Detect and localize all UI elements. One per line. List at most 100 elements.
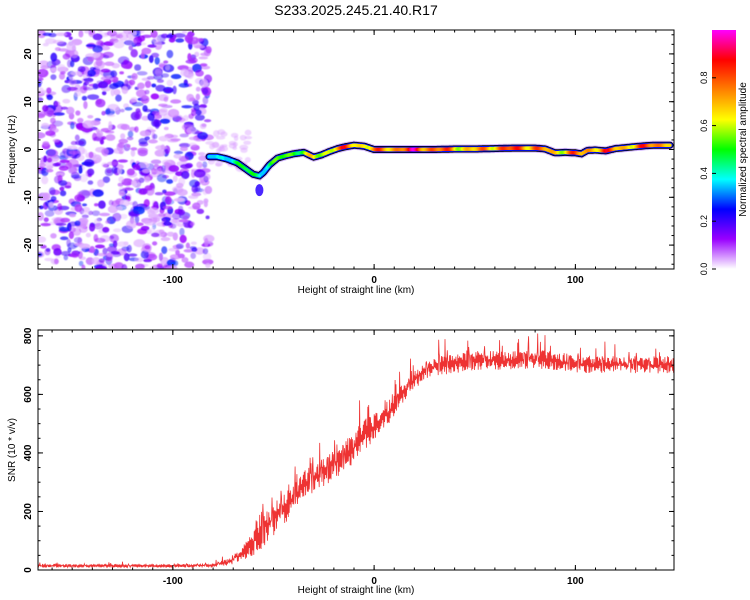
noise-blob bbox=[57, 203, 63, 211]
noise-blob bbox=[107, 205, 118, 214]
noise-blob bbox=[93, 136, 105, 142]
noise-blob bbox=[76, 154, 85, 161]
noise-blob bbox=[128, 210, 140, 218]
y-tick-label: 200 bbox=[23, 503, 34, 520]
noise-blob bbox=[81, 214, 89, 219]
noise-blob bbox=[87, 94, 100, 100]
noise-blob bbox=[68, 36, 73, 41]
noise-blob bbox=[87, 114, 94, 119]
noise-blob bbox=[71, 174, 82, 179]
noise-blob bbox=[175, 38, 185, 43]
noise-blob bbox=[163, 126, 169, 131]
noise-blob bbox=[202, 161, 208, 168]
noise-blob bbox=[197, 131, 209, 140]
noise-blob bbox=[70, 121, 75, 130]
noise-blob bbox=[84, 30, 90, 34]
noise-blob bbox=[77, 117, 84, 123]
noise-blobs bbox=[38, 30, 253, 269]
noise-blob bbox=[149, 207, 160, 214]
noise-blob bbox=[178, 155, 189, 162]
noise-blob bbox=[169, 223, 177, 229]
noise-blob bbox=[78, 30, 84, 38]
colorbar-ticks: 0.0 0.2 0.4 0.6 0.8 bbox=[699, 72, 716, 275]
noise-blob bbox=[146, 253, 158, 261]
noise-blob bbox=[44, 257, 54, 262]
noise-blob bbox=[125, 195, 131, 200]
noise-blob bbox=[58, 165, 69, 171]
noise-blob bbox=[136, 30, 141, 38]
y-tick-label: -10 bbox=[23, 190, 34, 205]
noise-blob bbox=[186, 126, 197, 134]
noise-blob bbox=[128, 79, 136, 86]
noise-blob bbox=[79, 256, 87, 261]
noise-blob bbox=[98, 258, 105, 263]
noise-blob bbox=[92, 83, 99, 90]
noise-blob bbox=[43, 155, 48, 163]
noise-blob bbox=[135, 110, 142, 120]
noise-blob bbox=[171, 212, 182, 220]
noise-blob bbox=[179, 227, 185, 237]
noise-blob bbox=[154, 56, 160, 65]
noise-blob bbox=[92, 45, 103, 53]
noise-blob bbox=[97, 200, 106, 209]
noise-blob bbox=[158, 103, 168, 107]
noise-blob bbox=[180, 170, 190, 180]
noise-blob bbox=[212, 130, 220, 138]
noise-blob bbox=[218, 145, 229, 152]
noise-blob bbox=[94, 222, 104, 230]
noise-blob bbox=[130, 96, 138, 102]
noise-blob bbox=[113, 262, 124, 269]
noise-blob bbox=[81, 203, 88, 207]
noise-blob bbox=[163, 191, 176, 196]
noise-blob bbox=[68, 164, 77, 174]
noise-blob bbox=[138, 161, 149, 169]
noise-blob bbox=[115, 206, 122, 211]
noise-blob bbox=[130, 147, 138, 151]
noise-blob bbox=[193, 103, 200, 112]
noise-blob bbox=[166, 231, 175, 237]
snr-panel: -100 0 100 0 200 400 600 800 Height of straigh… bbox=[7, 327, 675, 596]
noise-blob bbox=[139, 130, 150, 137]
noise-blob bbox=[155, 84, 166, 92]
noise-blob bbox=[204, 185, 213, 195]
noise-blob bbox=[50, 117, 56, 124]
noise-blob bbox=[198, 155, 208, 161]
noise-blob bbox=[50, 67, 57, 72]
noise-blob bbox=[59, 71, 66, 75]
noise-blob bbox=[50, 52, 58, 62]
noise-blob bbox=[88, 151, 94, 159]
noise-blob bbox=[69, 213, 76, 218]
noise-blob bbox=[77, 66, 86, 73]
noise-blob bbox=[38, 30, 47, 39]
noise-blob bbox=[101, 90, 107, 96]
noise-blob bbox=[123, 241, 129, 246]
noise-blob bbox=[131, 101, 144, 107]
noise-blob bbox=[95, 146, 107, 153]
noise-blob bbox=[184, 162, 193, 169]
noise-blob bbox=[160, 236, 171, 242]
noise-blob bbox=[66, 106, 75, 115]
noise-blob bbox=[102, 51, 114, 59]
noise-blob bbox=[215, 135, 226, 140]
noise-blob bbox=[142, 168, 151, 173]
noise-blob bbox=[127, 253, 138, 257]
noise-blob bbox=[55, 32, 68, 37]
noise-blob bbox=[153, 200, 158, 206]
noise-blob bbox=[154, 164, 159, 168]
noise-blob bbox=[184, 34, 194, 43]
noise-blob bbox=[189, 57, 198, 64]
noise-blob bbox=[60, 106, 69, 110]
noise-blob bbox=[113, 89, 121, 96]
noise-blob bbox=[42, 141, 50, 147]
noise-blob bbox=[42, 104, 49, 112]
noise-blob bbox=[202, 96, 209, 105]
noise-blob bbox=[126, 144, 131, 148]
x-tick-label: 100 bbox=[567, 576, 584, 587]
noise-blob bbox=[232, 141, 238, 147]
noise-blob bbox=[244, 156, 251, 163]
noise-blob bbox=[92, 33, 103, 41]
noise-blob bbox=[63, 254, 69, 261]
noise-blob bbox=[149, 266, 158, 269]
noise-blob bbox=[106, 161, 119, 166]
